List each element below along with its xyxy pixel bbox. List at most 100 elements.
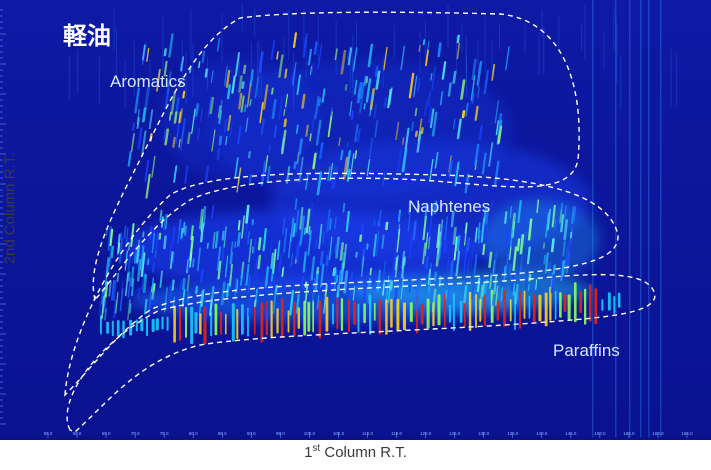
aromatic-streak bbox=[141, 130, 147, 157]
glow-blob bbox=[160, 60, 320, 180]
naphtene-streak bbox=[443, 240, 448, 254]
aromatic-streak bbox=[146, 47, 150, 63]
naphtene-streak bbox=[551, 204, 556, 228]
naphtene-streak bbox=[433, 200, 438, 215]
aromatic-streak bbox=[413, 75, 418, 98]
noise-trace bbox=[256, 42, 258, 97]
aromatic-streak bbox=[338, 137, 341, 147]
x-tick-label: 100.0 bbox=[304, 431, 316, 436]
aromatic-streak bbox=[497, 113, 503, 132]
naphtene-streak bbox=[545, 212, 550, 238]
aromatic-streak bbox=[416, 78, 421, 92]
aromatic-streak bbox=[346, 168, 351, 182]
vertical-trace bbox=[648, 0, 650, 438]
naphtene-streak bbox=[463, 222, 468, 246]
noise-trace bbox=[185, 51, 187, 104]
naphtene-streak bbox=[527, 218, 533, 241]
naphtene-streak bbox=[474, 227, 478, 243]
paraffin-peak bbox=[347, 299, 350, 332]
aromatic-streak bbox=[493, 160, 500, 187]
paraffin-peak bbox=[297, 307, 300, 329]
aromatic-streak bbox=[350, 110, 355, 121]
naphtene-streak bbox=[300, 276, 305, 289]
aromatic-streak bbox=[258, 51, 264, 73]
naphtene-streak bbox=[339, 242, 344, 261]
aromatic-streak bbox=[365, 76, 369, 84]
naphtene-streak bbox=[136, 259, 142, 282]
noise-trace bbox=[317, 17, 319, 61]
naphtene-streak bbox=[137, 287, 141, 299]
naphtene-streak bbox=[130, 266, 135, 287]
paraffin-peak bbox=[210, 312, 213, 337]
aromatic-streak bbox=[402, 137, 405, 145]
paraffin-peak bbox=[426, 298, 430, 329]
aromatic-streak bbox=[428, 106, 433, 124]
paraffin-peak bbox=[340, 298, 344, 331]
naphtene-streak bbox=[505, 254, 510, 278]
naphtene-streak bbox=[105, 228, 108, 237]
noise-trace bbox=[283, 37, 285, 60]
paraffin-peak bbox=[280, 298, 284, 338]
noise-trace bbox=[250, 42, 252, 90]
paraffin-peak bbox=[325, 296, 329, 332]
naphtene-streak bbox=[373, 219, 376, 226]
naphtene-streak bbox=[257, 254, 262, 270]
aromatic-streak bbox=[243, 104, 247, 113]
naphtene-streak bbox=[484, 223, 488, 241]
noise-trace bbox=[115, 28, 117, 82]
naphtene-streak bbox=[566, 240, 570, 253]
naphtene-streak bbox=[341, 251, 346, 272]
naphtene-streak bbox=[171, 226, 176, 244]
aromatic-streak bbox=[474, 105, 479, 121]
naphtene-streak bbox=[119, 288, 124, 312]
naphtene-streak bbox=[527, 283, 530, 292]
naphtene-streak bbox=[514, 283, 519, 305]
aromatic-streak bbox=[226, 84, 232, 100]
naphtene-streak bbox=[452, 226, 457, 245]
paraffin-peak bbox=[420, 304, 424, 325]
naphtene-streak bbox=[115, 291, 119, 314]
naphtene-streak bbox=[550, 273, 555, 294]
aromatic-streak bbox=[170, 92, 176, 115]
naphtene-streak bbox=[554, 218, 557, 230]
naphtene-streak bbox=[424, 202, 429, 221]
naphtene-streak bbox=[408, 205, 411, 215]
aromatic-streak bbox=[278, 96, 284, 120]
x-tick-label: 75.0 bbox=[160, 431, 169, 436]
x-tick-label: 95.0 bbox=[276, 431, 285, 436]
aromatic-streak bbox=[437, 42, 442, 58]
paraffin-peak bbox=[563, 293, 567, 312]
naphtene-streak bbox=[494, 285, 499, 306]
naphtene-streak bbox=[297, 249, 300, 266]
naphtene-streak bbox=[480, 217, 486, 243]
naphtene-streak bbox=[123, 225, 127, 239]
aromatic-streak bbox=[356, 83, 361, 104]
region-label-naphtenes: Naphtenes bbox=[408, 197, 490, 216]
x-tick-label: 160.0 bbox=[652, 431, 664, 436]
aromatic-streak bbox=[340, 49, 347, 75]
paraffin-peak bbox=[452, 293, 455, 331]
naphtene-streak bbox=[177, 227, 181, 244]
aromatic-streak bbox=[240, 95, 245, 113]
noise-trace bbox=[349, 50, 351, 93]
naphtene-streak bbox=[408, 284, 411, 293]
region-label-paraffins: Paraffins bbox=[553, 341, 620, 360]
naphtene-streak bbox=[333, 269, 338, 291]
naphtene-streak bbox=[385, 221, 389, 231]
aromatic-streak bbox=[268, 144, 271, 153]
noise-trace bbox=[113, 9, 115, 50]
naphtene-streak bbox=[118, 238, 123, 264]
naphtene-streak bbox=[186, 274, 190, 292]
paraffin-peak bbox=[106, 321, 109, 334]
aromatic-streak bbox=[494, 100, 499, 124]
naphtene-streak bbox=[140, 252, 146, 278]
naphtene-streak bbox=[372, 269, 377, 287]
noise-trace bbox=[477, 39, 479, 89]
aromatic-streak bbox=[452, 118, 456, 130]
naphtene-streak bbox=[133, 248, 138, 264]
noise-trace bbox=[491, 39, 493, 81]
aromatic-streak bbox=[430, 72, 433, 81]
noise-trace bbox=[620, 55, 622, 110]
aromatic-streak bbox=[242, 64, 247, 74]
naphtene-streak bbox=[127, 299, 131, 321]
